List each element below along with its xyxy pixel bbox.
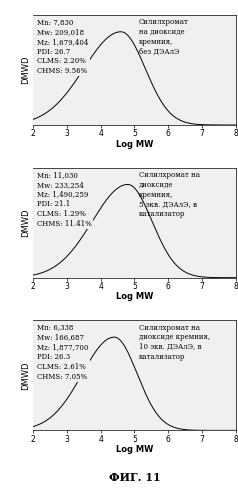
Text: ФИГ. 11: ФИГ. 11: [109, 472, 160, 483]
Text: Силилхромат на
диоксиде
кремния,
5 экв. ДЭАлЭ, в
катализатор: Силилхромат на диоксиде кремния, 5 экв. …: [139, 171, 199, 218]
X-axis label: Log MW: Log MW: [116, 445, 153, 454]
Text: Mn: 11,030
Mw: 233,254
Mz: 1,490,259
PDI: 21.1
CLMS: 1.29%
CHMS: 11.41%: Mn: 11,030 Mw: 233,254 Mz: 1,490,259 PDI…: [37, 171, 92, 228]
Text: Силилхромат
на диоксиде
кремния,
без ДЭАлЭ: Силилхромат на диоксиде кремния, без ДЭА…: [139, 18, 188, 56]
Y-axis label: DMWD: DMWD: [22, 209, 30, 237]
Text: Мп: 6,338
Mw: 166,687
Mz: 1,877,700
PDI: 26.3
CLMS: 2.61%
CHMS: 7.05%: Мп: 6,338 Mw: 166,687 Mz: 1,877,700 PDI:…: [37, 324, 89, 381]
Y-axis label: DMWD: DMWD: [22, 56, 30, 84]
X-axis label: Log MW: Log MW: [116, 292, 153, 301]
X-axis label: Log MW: Log MW: [116, 140, 153, 149]
Text: Mn: 7,830
Mw: 209,018
Mz: 1,679,404
PDI: 26.7
CLMS: 2.20%
CHMS: 9.56%: Mn: 7,830 Mw: 209,018 Mz: 1,679,404 PDI:…: [37, 18, 89, 75]
Text: Силилхромат на
диоксиде кремния,
10 экв. ДЭАлЭ, в
катализатор: Силилхромат на диоксиде кремния, 10 экв.…: [139, 324, 210, 361]
Y-axis label: DMWD: DMWD: [22, 361, 30, 390]
